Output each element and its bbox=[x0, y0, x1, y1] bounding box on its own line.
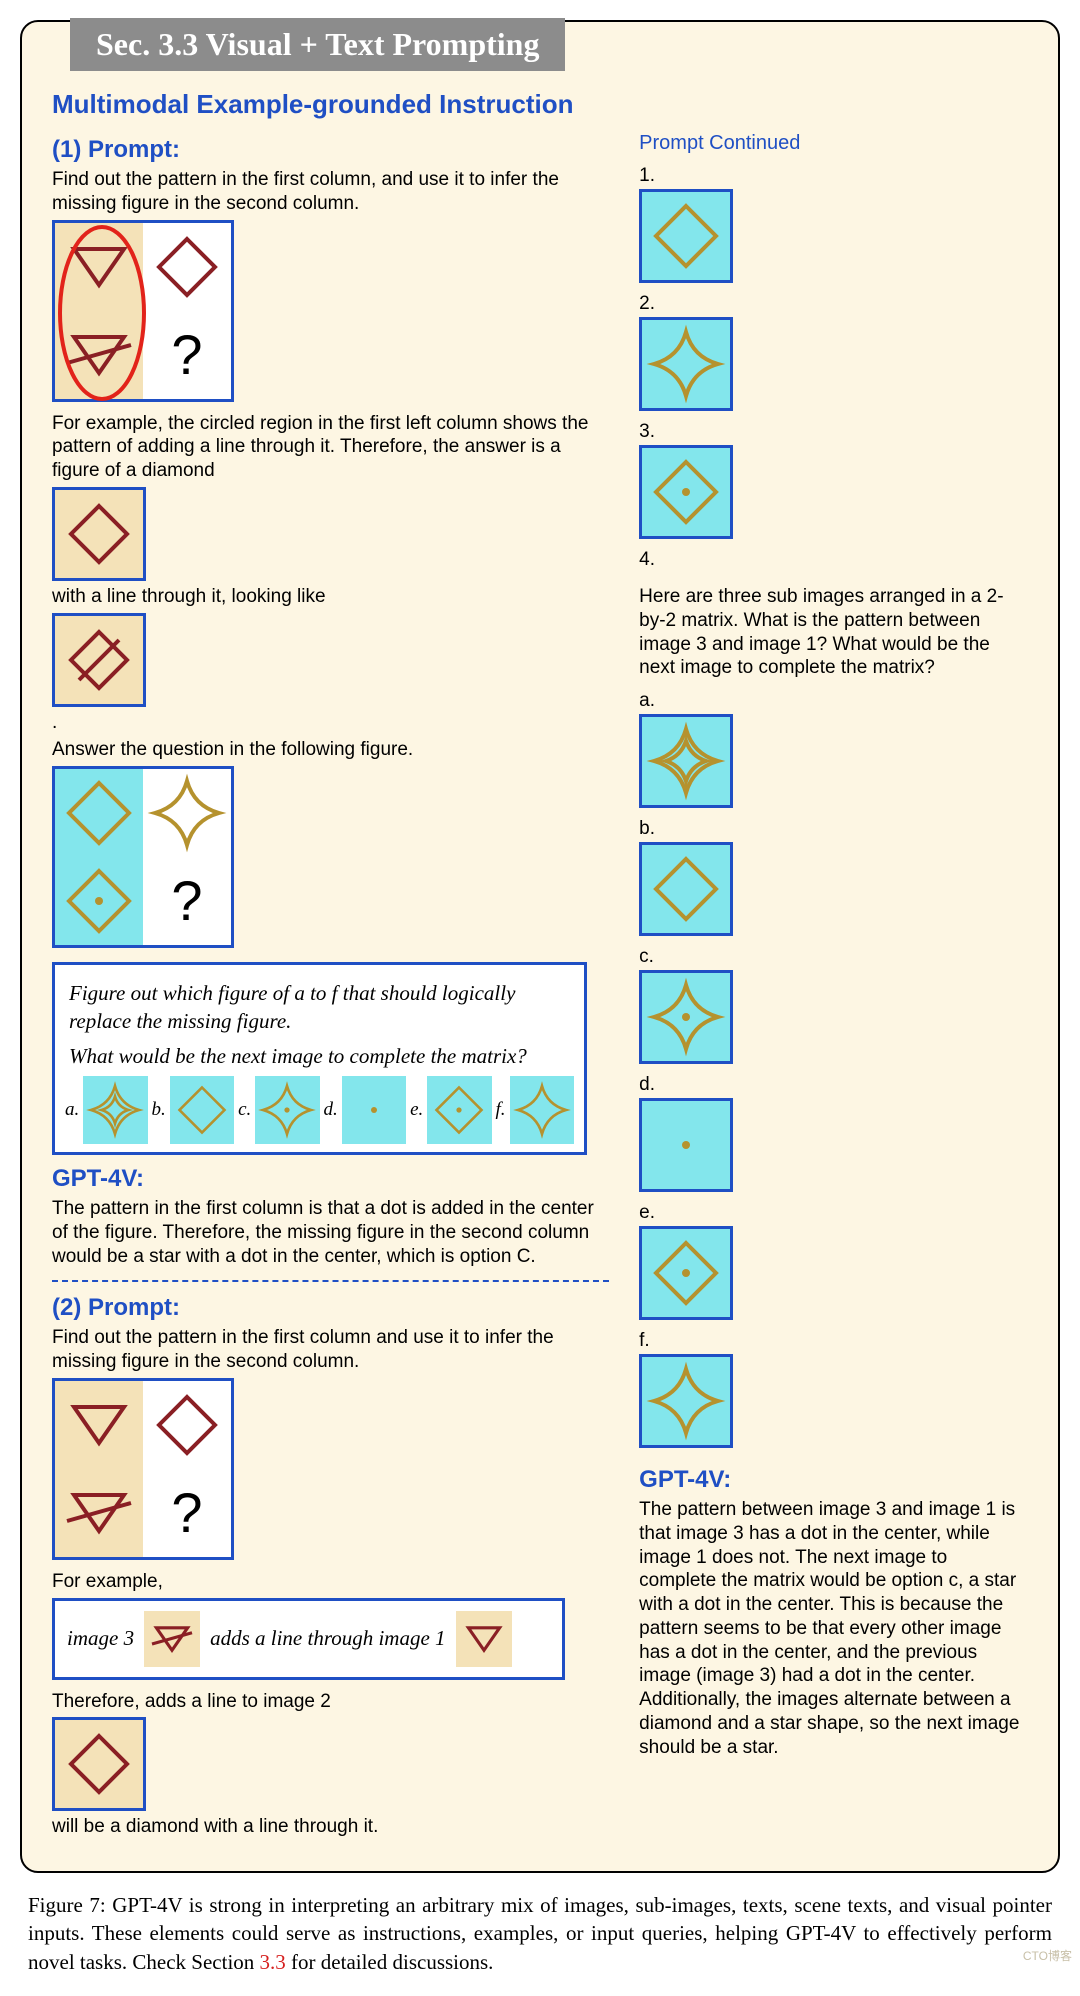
num4: 4. bbox=[639, 549, 1028, 571]
gptv2-text: The pattern between image 3 and image 1 … bbox=[639, 1498, 1028, 1759]
gptv1-text: The pattern in the first column is that … bbox=[52, 1197, 609, 1268]
right-column: Prompt Continued 1. 2. 3. 4. Here are th… bbox=[639, 126, 1028, 1843]
opt-b-label: b. bbox=[152, 1099, 166, 1121]
prompt1-text1: Find out the pattern in the first column… bbox=[52, 168, 609, 216]
cyan-cell-qmark: ? bbox=[143, 857, 231, 945]
num3: 3. bbox=[639, 421, 1028, 443]
watermark: CTO博客 bbox=[1023, 1948, 1072, 1964]
gptv1-label: GPT-4V: bbox=[52, 1165, 609, 1193]
caption-suffix: for detailed discussions. bbox=[286, 1950, 494, 1974]
hand-line2: What would be the next image to complete… bbox=[69, 1042, 570, 1070]
section-banner: Sec. 3.3 Visual + Text Prompting bbox=[70, 18, 565, 71]
hand-line1: Figure out which figure of a to f that s… bbox=[69, 979, 570, 1036]
prompt-continued: Prompt Continued bbox=[639, 132, 1028, 155]
prompt2-text2: For example, bbox=[52, 1570, 609, 1594]
caption-prefix: Figure 7: GPT-4V is strong in interpreti… bbox=[28, 1893, 1052, 1974]
prompt1-text2a: For example, the circled region in the f… bbox=[52, 412, 609, 483]
cyan-cell-diamond-dot bbox=[55, 857, 143, 945]
options-panel: Figure out which figure of a to f that s… bbox=[52, 962, 587, 1155]
prompt1-label: (1) Prompt: bbox=[52, 136, 609, 164]
rf: f. bbox=[639, 1330, 1028, 1352]
opt-d-label: d. bbox=[324, 1099, 338, 1121]
cyan-cell-diamond bbox=[55, 769, 143, 857]
prompt1-dot: . bbox=[52, 711, 609, 735]
r-opt-b bbox=[639, 842, 733, 936]
prompt2-label: (2) Prompt: bbox=[52, 1294, 609, 1322]
r-opt-f bbox=[639, 1354, 733, 1448]
prompt2-text1: Find out the pattern in the first column… bbox=[52, 1326, 609, 1374]
rd: d. bbox=[639, 1074, 1028, 1096]
right-matrix-text: Here are three sub images arranged in a … bbox=[639, 585, 1028, 680]
prompt2-diamond-box bbox=[52, 1717, 146, 1811]
opt-e-label: e. bbox=[410, 1099, 423, 1121]
re: e. bbox=[639, 1202, 1028, 1224]
img3-label: image 3 bbox=[67, 1624, 134, 1652]
caption-secnum: 3.3 bbox=[260, 1950, 286, 1974]
opt-a-label: a. bbox=[65, 1099, 79, 1121]
prompt1-text2b: with a line through it, looking like bbox=[52, 585, 609, 609]
r-opt-e bbox=[639, 1226, 733, 1320]
panel-title: Multimodal Example-grounded Instruction bbox=[52, 89, 1028, 120]
cyan-cell-star bbox=[143, 769, 231, 857]
ra: a. bbox=[639, 690, 1028, 712]
img3-mid: adds a line through image 1 bbox=[210, 1624, 445, 1652]
figure-panel: Sec. 3.3 Visual + Text Prompting Multimo… bbox=[20, 20, 1060, 1873]
r-opt-c bbox=[639, 970, 733, 1064]
num1: 1. bbox=[639, 165, 1028, 187]
prompt2-text3: Therefore, adds a line to image 2 bbox=[52, 1690, 609, 1714]
r-opt-a bbox=[639, 714, 733, 808]
r-opt-d bbox=[639, 1098, 733, 1192]
diamond-slash-box bbox=[52, 613, 146, 707]
prompt1-grid: ? bbox=[52, 220, 234, 402]
grid-cell-tri bbox=[55, 223, 143, 311]
opt-f-label: f. bbox=[496, 1099, 506, 1121]
grid-cell-qmark: ? bbox=[143, 311, 231, 399]
prompt1-cyan-grid: ? bbox=[52, 766, 234, 948]
left-column: (1) Prompt: Find out the pattern in the … bbox=[52, 126, 609, 1843]
grid-cell-diamond bbox=[143, 223, 231, 311]
prompt2-text4: will be a diamond with a line through it… bbox=[52, 1815, 609, 1839]
prompt1-text3: Answer the question in the following fig… bbox=[52, 738, 609, 762]
r-box-3 bbox=[639, 445, 733, 539]
opt-c-label: c. bbox=[238, 1099, 251, 1121]
num2: 2. bbox=[639, 293, 1028, 315]
rb: b. bbox=[639, 818, 1028, 840]
rc: c. bbox=[639, 946, 1028, 968]
r-box-2 bbox=[639, 317, 733, 411]
options-row: a. b. c. d. e. f. bbox=[65, 1076, 574, 1144]
diamond-plain-box bbox=[52, 487, 146, 581]
figure-caption: Figure 7: GPT-4V is strong in interpreti… bbox=[28, 1891, 1052, 1976]
dashed-divider bbox=[52, 1280, 609, 1282]
gptv2-label: GPT-4V: bbox=[639, 1466, 1028, 1494]
r-box-1 bbox=[639, 189, 733, 283]
two-column-layout: (1) Prompt: Find out the pattern in the … bbox=[52, 126, 1028, 1843]
image3-line-box: image 3 adds a line through image 1 bbox=[52, 1598, 565, 1680]
grid-cell-tri-slash bbox=[55, 311, 143, 399]
prompt2-grid: ? bbox=[52, 1378, 234, 1560]
